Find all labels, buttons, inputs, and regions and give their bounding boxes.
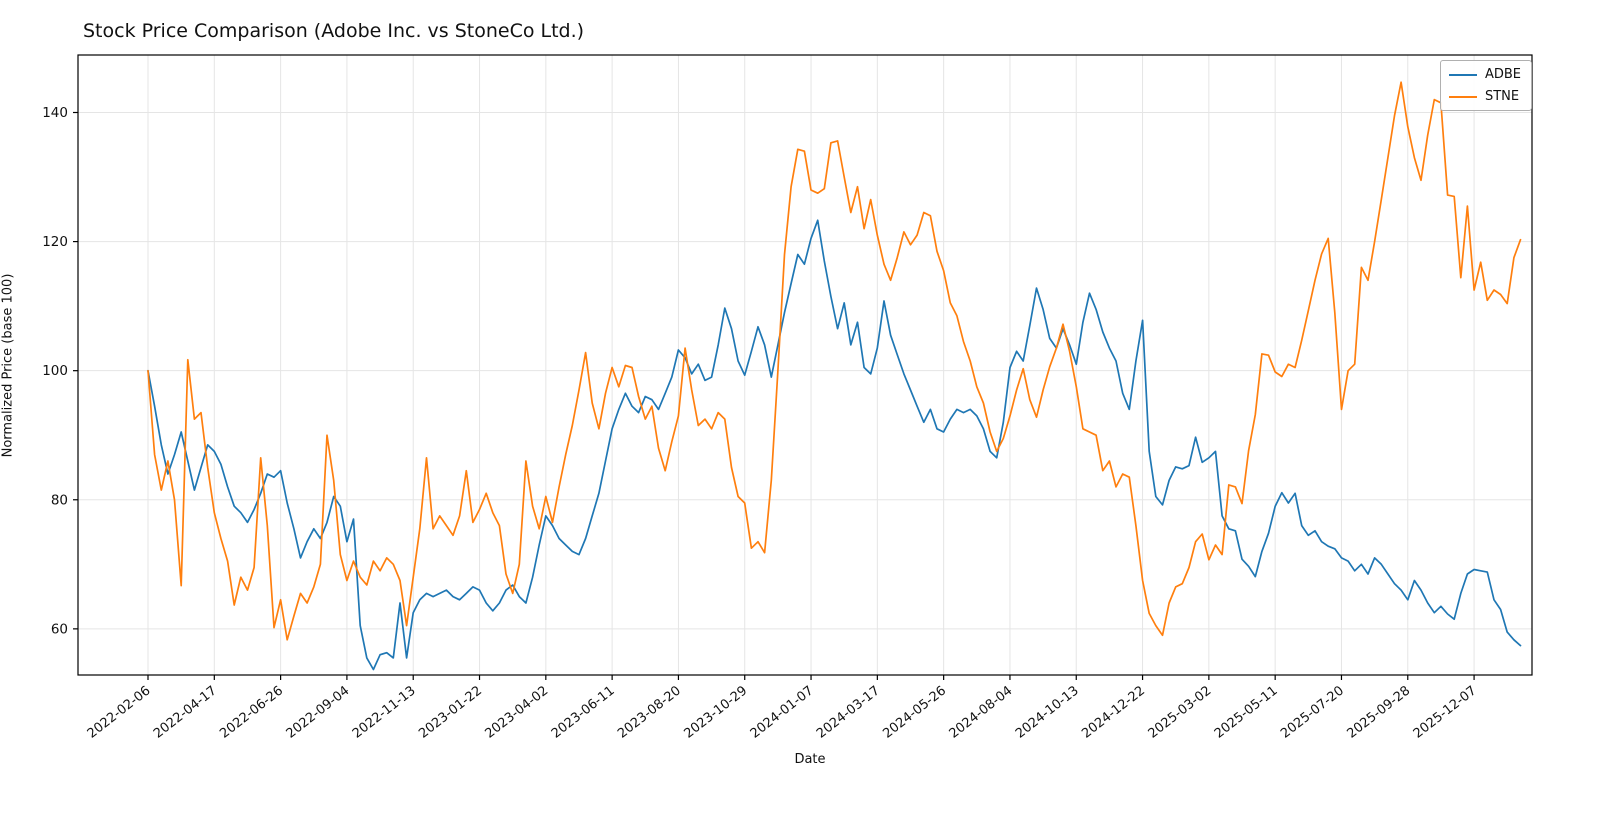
x-tick-label: 2025-03-02 bbox=[1146, 683, 1215, 741]
x-tick-label: 2023-01-22 bbox=[416, 683, 485, 741]
x-tick-label: 2024-03-17 bbox=[814, 683, 883, 741]
x-tick-label: 2024-08-04 bbox=[947, 683, 1016, 741]
adbe-price-line bbox=[147, 219, 1522, 671]
x-tick-label: 2023-08-20 bbox=[615, 683, 684, 741]
x-tick-label: 2022-02-06 bbox=[85, 683, 154, 741]
x-tick-label: 2022-11-13 bbox=[350, 683, 419, 741]
legend: ADBE STNE bbox=[1439, 60, 1532, 111]
x-tick-label: 2023-04-02 bbox=[483, 683, 552, 741]
x-tick-label: 2024-05-26 bbox=[880, 683, 949, 741]
x-tick-label: 2024-10-13 bbox=[1013, 683, 1082, 741]
page-title: Stock Price Comparison (Adobe Inc. vs St… bbox=[83, 20, 585, 42]
y-tick-label: 140 bbox=[42, 105, 68, 121]
y-tick-label: 80 bbox=[51, 492, 68, 508]
legend-label-adbe: ADBE bbox=[1484, 67, 1521, 82]
x-tick-label: 2024-01-07 bbox=[748, 683, 817, 741]
x-tick-label: 2022-04-17 bbox=[151, 683, 220, 741]
stne-price-line bbox=[147, 81, 1522, 641]
y-axis-label: Normalized Price (base 100) bbox=[0, 273, 16, 458]
x-tick-label: 2022-06-26 bbox=[217, 683, 286, 741]
x-tick-label: 2023-10-29 bbox=[681, 683, 750, 741]
x-tick-label: 2025-05-11 bbox=[1212, 683, 1281, 741]
y-tick-label: 60 bbox=[51, 621, 68, 637]
adbe-line-swatch-icon bbox=[1448, 73, 1477, 76]
x-axis-label: Date bbox=[794, 752, 826, 767]
x-tick-label: 2025-12-07 bbox=[1411, 683, 1480, 741]
y-tick-label: 120 bbox=[42, 234, 68, 250]
x-tick-label: 2024-12-22 bbox=[1079, 683, 1148, 741]
legend-item-adbe: ADBE bbox=[1448, 67, 1521, 82]
axes-frame bbox=[77, 54, 1533, 676]
stne-line-swatch-icon bbox=[1448, 95, 1477, 98]
legend-label-stne: STNE bbox=[1484, 89, 1520, 104]
x-tick-label: 2023-06-11 bbox=[549, 683, 618, 741]
legend-item-stne: STNE bbox=[1448, 89, 1521, 104]
x-tick-label: 2025-09-28 bbox=[1344, 683, 1413, 741]
x-tick-label: 2025-07-20 bbox=[1278, 683, 1347, 741]
y-tick-label: 100 bbox=[42, 363, 68, 379]
x-tick-label: 2022-09-04 bbox=[284, 683, 353, 741]
